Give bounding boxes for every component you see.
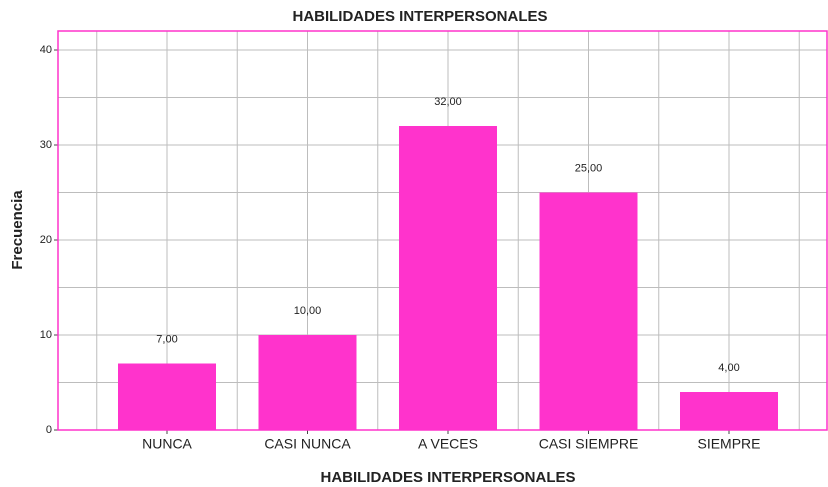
value-label: 7,00: [156, 333, 177, 345]
y-tick-label: 10: [40, 329, 52, 341]
y-tick-label: 0: [46, 424, 52, 436]
x-tick-label: NUNCA: [142, 436, 192, 452]
y-tick-label: 20: [40, 234, 52, 246]
chart-title: HABILIDADES INTERPERSONALES: [292, 8, 547, 25]
x-axis-label: HABILIDADES INTERPERSONALES: [320, 469, 575, 486]
y-tick-label: 40: [40, 44, 52, 56]
bar: [680, 392, 778, 430]
x-tick-label: SIEMPRE: [697, 436, 760, 452]
bar: [539, 192, 638, 430]
value-label: 4,00: [718, 362, 739, 374]
value-label: 25,00: [575, 162, 603, 174]
x-tick-label: A VECES: [418, 436, 478, 452]
y-tick-label: 30: [40, 139, 52, 151]
bar: [258, 335, 357, 430]
x-tick-label: CASI SIEMPRE: [539, 436, 639, 452]
y-axis-label: Frecuencia: [9, 190, 26, 270]
plot-frame: [57, 30, 828, 431]
value-label: 10,00: [294, 305, 322, 317]
x-tick-label: CASI NUNCA: [264, 436, 351, 452]
bar: [118, 363, 216, 430]
value-label: 32,00: [434, 96, 462, 108]
bar: [399, 126, 497, 430]
